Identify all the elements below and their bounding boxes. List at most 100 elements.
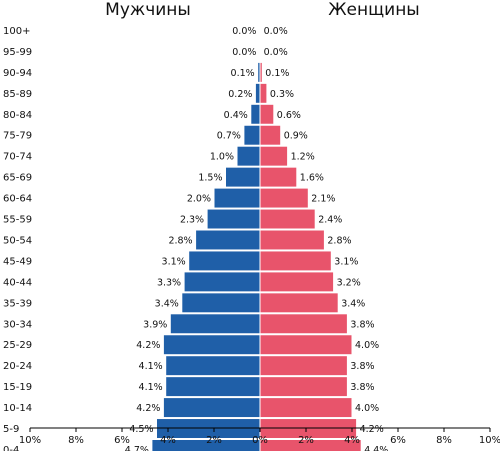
female-bar-40-44 <box>259 271 335 293</box>
x-tick-label: 10% <box>19 435 41 446</box>
male-value-label-5-9: 4.5% <box>129 424 153 435</box>
age-label-50-54: 50-54 <box>3 235 32 246</box>
male-bar-75-79 <box>243 124 261 146</box>
female-value-label-65-69: 1.6% <box>300 173 324 184</box>
age-label-100+: 100+ <box>3 26 30 37</box>
male-bar-35-39 <box>181 292 261 314</box>
female-value-label-25-29: 4.0% <box>355 340 379 351</box>
female-bar-100+ <box>259 20 262 41</box>
age-label-15-19: 15-19 <box>3 382 32 393</box>
male-value-label-30-34: 3.9% <box>143 319 167 330</box>
female-value-label-45-49: 3.1% <box>334 256 358 267</box>
male-value-label-80-84: 0.4% <box>224 110 248 121</box>
value-labels-group: 4.7% 4.4% 4.5% 4.2% 4.2% 4.0% 4.1% 3.8% 4.1% 3.8%… <box>125 26 389 451</box>
male-value-label-45-49: 3.1% <box>162 256 186 267</box>
female-bar-75-79 <box>259 124 282 146</box>
female-value-label-30-34: 3.8% <box>350 319 374 330</box>
male-value-label-35-39: 3.4% <box>155 298 179 309</box>
female-bar-45-49 <box>259 250 332 272</box>
female-value-label-95-99: 0.0% <box>264 47 288 58</box>
female-bar-60-64 <box>259 187 309 209</box>
male-bar-15-19 <box>165 376 261 398</box>
female-value-label-90-94: 0.1% <box>265 68 289 79</box>
x-tick-label: 4% <box>160 435 176 446</box>
age-label-60-64: 60-64 <box>3 194 32 205</box>
female-bar-10-14 <box>259 397 353 419</box>
female-bar-35-39 <box>259 292 339 314</box>
age-label-70-74: 70-74 <box>3 152 32 163</box>
male-value-label-60-64: 2.0% <box>187 194 211 205</box>
female-bar-95-99 <box>259 40 262 62</box>
x-tick-label: 6% <box>390 435 406 446</box>
age-label-90-94: 90-94 <box>3 68 32 79</box>
male-bar-20-24 <box>165 355 261 377</box>
female-value-label-0-4: 4.4% <box>364 445 388 451</box>
female-value-label-35-39: 3.4% <box>341 298 365 309</box>
male-value-label-0-4: 4.7% <box>125 445 149 451</box>
age-label-65-69: 65-69 <box>3 173 32 184</box>
male-value-label-55-59: 2.3% <box>180 215 204 226</box>
male-value-label-10-14: 4.2% <box>136 403 160 414</box>
male-value-label-50-54: 2.8% <box>168 235 192 246</box>
age-label-5-9: 5-9 <box>3 424 19 435</box>
female-value-label-85-89: 0.3% <box>270 89 294 100</box>
male-bar-10-14 <box>162 397 261 419</box>
male-bar-80-84 <box>250 103 261 125</box>
age-label-40-44: 40-44 <box>3 277 32 288</box>
male-side-title: Мужчины <box>105 0 191 20</box>
female-value-label-10-14: 4.0% <box>355 403 379 414</box>
female-value-label-50-54: 2.8% <box>327 235 351 246</box>
male-bar-40-44 <box>183 271 261 293</box>
female-bar-70-74 <box>259 145 289 167</box>
male-value-label-85-89: 0.2% <box>228 89 252 100</box>
female-bar-65-69 <box>259 166 298 188</box>
x-tick-label: 6% <box>114 435 130 446</box>
female-bar-25-29 <box>259 334 353 356</box>
male-bar-45-49 <box>188 250 261 272</box>
age-label-55-59: 55-59 <box>3 215 32 226</box>
male-value-label-15-19: 4.1% <box>139 382 163 393</box>
x-tick-label: 0% <box>252 435 268 446</box>
male-bar-60-64 <box>213 187 261 209</box>
male-value-label-100+: 0.0% <box>232 26 256 37</box>
male-value-label-70-74: 1.0% <box>210 152 234 163</box>
female-bar-55-59 <box>259 208 316 230</box>
age-label-45-49: 45-49 <box>3 256 32 267</box>
age-label-35-39: 35-39 <box>3 298 32 309</box>
age-label-80-84: 80-84 <box>3 110 32 121</box>
female-bar-85-89 <box>259 82 268 104</box>
bars-group <box>151 20 362 451</box>
age-label-20-24: 20-24 <box>3 361 32 372</box>
male-bar-30-34 <box>169 313 261 335</box>
age-label-85-89: 85-89 <box>3 89 32 100</box>
female-value-label-60-64: 2.1% <box>311 194 335 205</box>
female-bar-30-34 <box>259 313 348 335</box>
male-bar-50-54 <box>195 229 261 251</box>
age-label-75-79: 75-79 <box>3 131 32 142</box>
age-label-0-4: 0-4 <box>3 445 19 451</box>
male-bar-85-89 <box>254 82 261 104</box>
female-bar-15-19 <box>259 376 348 398</box>
male-value-label-20-24: 4.1% <box>139 361 163 372</box>
x-tick-label: 2% <box>206 435 222 446</box>
female-value-label-5-9: 4.2% <box>360 424 384 435</box>
age-label-25-29: 25-29 <box>3 340 32 351</box>
age-label-30-34: 30-34 <box>3 319 32 330</box>
male-bar-55-59 <box>206 208 261 230</box>
male-bar-65-69 <box>225 166 261 188</box>
female-value-label-75-79: 0.9% <box>284 131 308 142</box>
female-bar-0-4 <box>259 439 362 451</box>
x-tick-label: 8% <box>68 435 84 446</box>
x-tick-label: 2% <box>298 435 314 446</box>
female-side-title: Женщины <box>328 0 419 20</box>
female-value-label-55-59: 2.4% <box>318 215 342 226</box>
male-value-label-40-44: 3.3% <box>157 277 181 288</box>
age-label-95-99: 95-99 <box>3 47 32 58</box>
male-value-label-25-29: 4.2% <box>136 340 160 351</box>
age-label-10-14: 10-14 <box>3 403 32 414</box>
female-bar-50-54 <box>259 229 325 251</box>
x-tick-label: 8% <box>436 435 452 446</box>
female-value-label-15-19: 3.8% <box>350 382 374 393</box>
female-bar-20-24 <box>259 355 348 377</box>
